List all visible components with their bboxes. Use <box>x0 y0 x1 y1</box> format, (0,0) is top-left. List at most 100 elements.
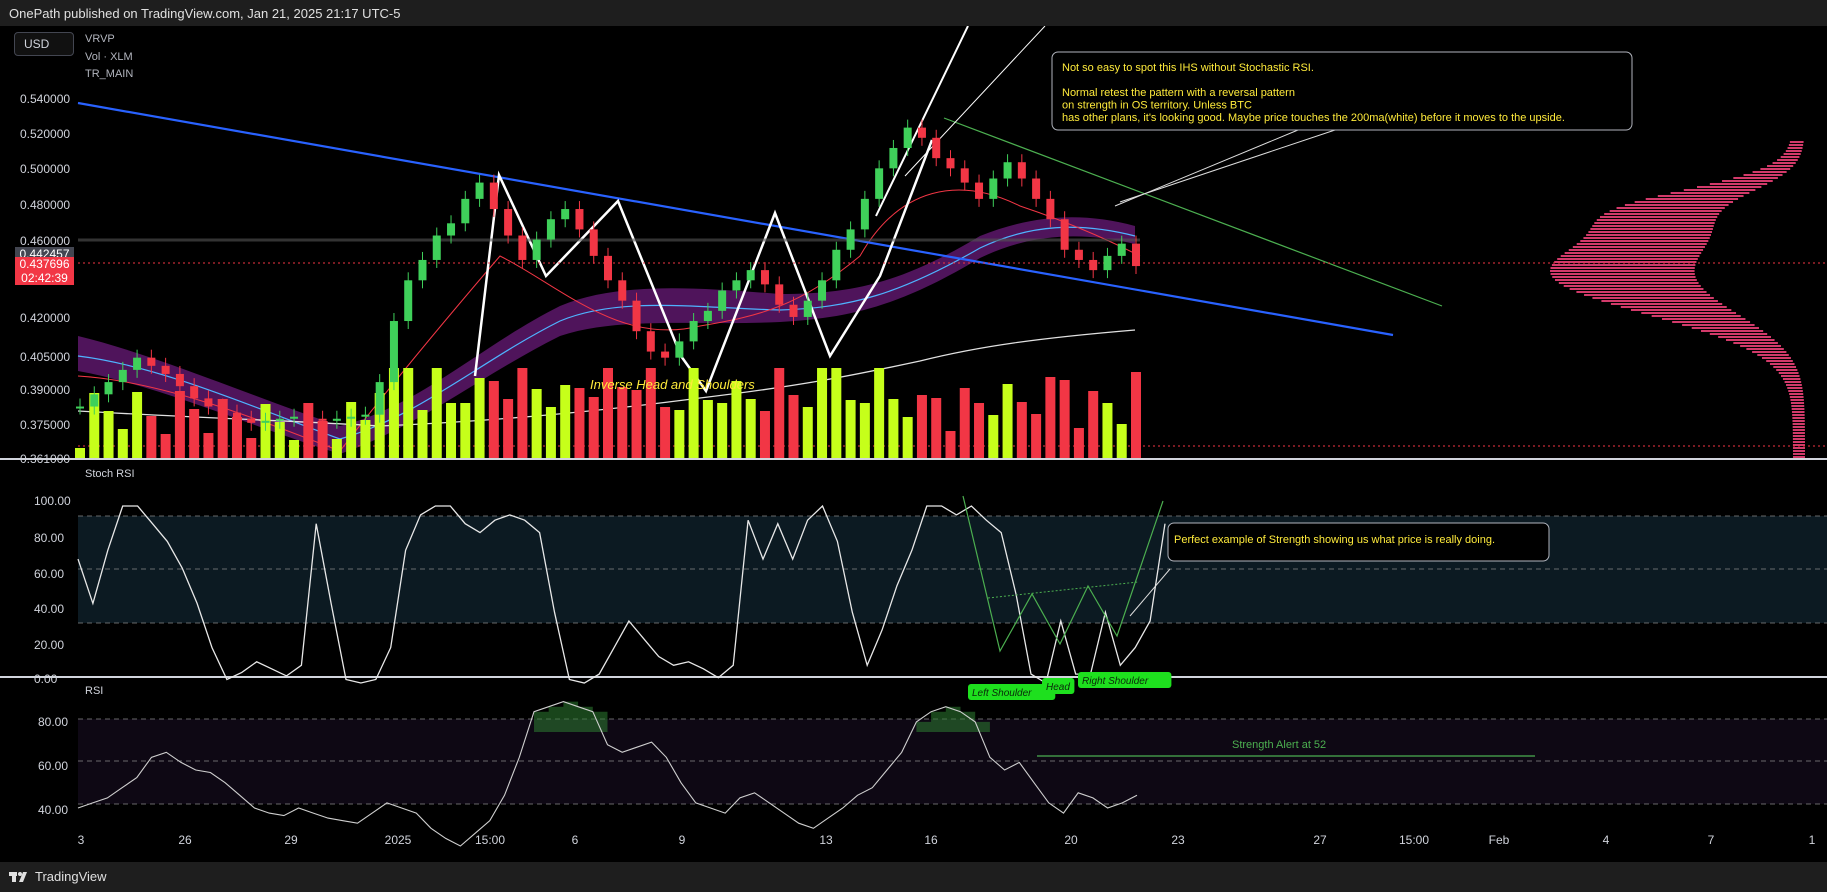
vrvp-bar-sell <box>1757 354 1789 356</box>
vrvp-bar-sell <box>1789 393 1804 395</box>
vrvp-bar-sell <box>1790 399 1804 401</box>
candle-body <box>504 209 513 236</box>
annotation-box[interactable] <box>1051 51 1633 131</box>
candle-body <box>275 418 284 421</box>
vrvp-bar-sell <box>1752 171 1787 173</box>
vrvp-bar-sell <box>1767 165 1794 167</box>
vrvp-bar-sell <box>1551 264 1696 266</box>
candles <box>76 119 1140 431</box>
candle-body <box>175 373 184 387</box>
volume-bar <box>674 410 685 458</box>
time-tick: 15:00 <box>1399 833 1429 847</box>
vrvp-bar-sell <box>1661 318 1746 320</box>
candle-body <box>447 223 456 236</box>
vrvp-bar-sell <box>1787 147 1803 149</box>
volume-bar <box>531 389 542 458</box>
candle-body <box>732 280 741 291</box>
vrvp-bar-sell <box>1569 288 1704 290</box>
vrvp-bar-sell <box>1709 333 1768 335</box>
volume-bar <box>574 388 585 458</box>
rsi-axis: 80.00 60.00 40.00 <box>38 715 68 817</box>
vrvp-bar-sell <box>1682 324 1755 326</box>
vrvp-bar-sell <box>1791 408 1805 410</box>
volume-bar <box>203 433 214 458</box>
annotation-line: has other plans, it's looking good. Mayb… <box>1062 112 1565 124</box>
volume-bar <box>303 403 314 458</box>
volume-bar <box>132 392 143 458</box>
price-tick: 0.375000 <box>20 418 70 432</box>
chart-svg[interactable]: 0.540000 0.520000 0.500000 0.480000 0.460000… <box>0 26 1827 862</box>
price-tick: 0.390000 <box>20 383 70 397</box>
currency-button[interactable]: USD <box>14 32 74 56</box>
vrvp-bar-sell <box>1790 402 1805 404</box>
rsi-tick: 80.00 <box>38 715 68 729</box>
volume-bar <box>1002 384 1013 458</box>
strength-alert-label: Strength Alert at 52 <box>1232 739 1326 751</box>
volume-bar <box>517 368 528 458</box>
vrvp-bar-sell <box>1657 195 1744 197</box>
candle-body <box>461 198 470 224</box>
time-tick: 20 <box>1064 833 1078 847</box>
vrvp-bar-sell <box>1772 162 1796 164</box>
vrvp-bar-sell <box>1580 240 1709 242</box>
time-tick: 9 <box>679 833 686 847</box>
volume-bar <box>417 410 428 458</box>
volume-bar <box>731 381 742 458</box>
indicator-vrvp[interactable]: VRVP <box>85 33 115 45</box>
vrvp-bar-sell <box>1601 300 1718 302</box>
annotation-line: Normal retest the pattern with a reversa… <box>1062 87 1295 99</box>
candle-body <box>332 418 341 421</box>
rsi-line[interactable] <box>77 701 1138 847</box>
vrvp-bar-sell <box>1568 249 1704 251</box>
vrvp-bar-sell <box>1594 222 1715 224</box>
candle-body <box>104 382 113 395</box>
candle-body <box>418 259 427 281</box>
volume-bar <box>916 395 927 458</box>
candle-body <box>1003 162 1012 179</box>
vrvp-bar-sell <box>1761 357 1791 359</box>
volume-bar <box>1088 391 1099 458</box>
vrvp-bar-sell <box>1787 387 1803 389</box>
candle-body <box>247 418 256 423</box>
indicator-volume[interactable]: Vol · XLM <box>85 51 133 63</box>
rsi-band <box>78 719 1827 804</box>
vrvp-bar-sell <box>1583 237 1710 239</box>
time-tick: 23 <box>1171 833 1185 847</box>
candle-body <box>404 280 413 322</box>
vrvp-bar-sell <box>1792 456 1805 458</box>
vrvp-bar-sell <box>1590 228 1713 230</box>
indicator-tr-main[interactable]: TR_MAIN <box>85 68 134 80</box>
vrvp-bar-sell <box>1620 306 1727 308</box>
ihs-label: Inverse Head and Shoulders <box>590 377 755 392</box>
candle-body <box>232 412 241 419</box>
vrvp-bar-sell <box>1769 363 1795 365</box>
vrvp-bar-sell <box>1733 342 1778 344</box>
vrvp-bar-sell <box>1792 432 1805 434</box>
vrvp-bar-sell <box>1722 180 1773 182</box>
vrvp-bar-sell <box>1557 258 1698 260</box>
descending-trendline[interactable] <box>77 101 1394 337</box>
candle-body <box>518 235 527 260</box>
tradingview-logo[interactable]: TradingView <box>9 869 107 884</box>
vrvp-bar-sell <box>1564 252 1702 254</box>
vrvp-bar-sell <box>1782 378 1801 380</box>
time-tick: 1 <box>1809 833 1816 847</box>
candle-body <box>318 418 327 421</box>
volume-bar <box>174 391 185 458</box>
candle-body <box>975 182 984 199</box>
candle-body <box>532 239 541 260</box>
volume-bar <box>374 393 385 458</box>
rsi-overbought-fill <box>534 701 990 732</box>
stoch-rsi-line[interactable] <box>77 504 1166 685</box>
candle-body <box>989 178 998 199</box>
vrvp-bar-sell <box>1726 339 1775 341</box>
vrvp-bar-sell <box>1780 156 1800 158</box>
shoulder-label: Left Shoulder <box>972 688 1032 699</box>
candle-body <box>1032 178 1041 199</box>
volume-bar <box>959 388 970 458</box>
green-trendline[interactable] <box>943 117 1443 307</box>
vrvp-bar-sell <box>1792 417 1805 419</box>
candle-body <box>1089 259 1098 271</box>
stoch-note-box[interactable] <box>1167 522 1550 562</box>
vrvp-bar-sell <box>1792 447 1805 449</box>
